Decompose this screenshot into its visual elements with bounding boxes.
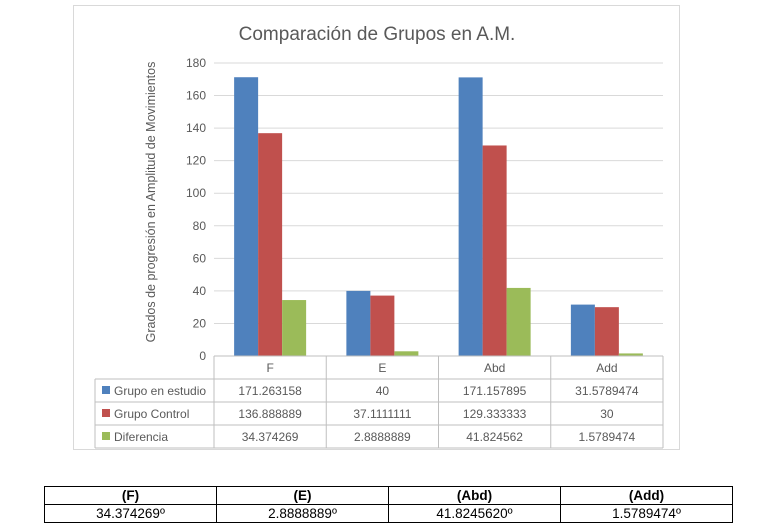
bars xyxy=(234,77,643,357)
data-label: 31.5789474 xyxy=(575,384,639,398)
data-label: 37.1111111 xyxy=(353,407,411,421)
data-label: 34.374269 xyxy=(242,430,299,444)
bar xyxy=(370,295,395,356)
legend-swatch xyxy=(102,409,110,417)
bar xyxy=(282,300,307,356)
chart-title: Comparación de Grupos en A.M. xyxy=(239,24,516,45)
legend-label: Diferencia xyxy=(114,430,168,444)
data-label: 171.157895 xyxy=(463,384,527,398)
data-table: F E Abd Add Grupo en estudio 171.263158 40 171.… xyxy=(94,355,664,449)
y-tick-label: 80 xyxy=(193,219,207,233)
bar xyxy=(258,133,283,356)
summary-value-cell: 41.8245620º xyxy=(388,504,561,523)
y-axis-label: Grados de progresión en Amplitud de Movi… xyxy=(144,62,158,343)
y-tick-label: 160 xyxy=(186,89,206,103)
chart-frame: Comparación de Grupos en A.M. Grados de … xyxy=(73,5,680,450)
summary-value-cell: 34.374269º xyxy=(44,504,217,523)
data-label: 30 xyxy=(600,407,614,421)
summary-header-cell: (Abd) xyxy=(388,486,561,505)
legend-label: Grupo Control xyxy=(114,407,189,421)
data-label: 1.5789474 xyxy=(579,430,636,444)
summary-table: (F) (E) (Abd) (Add) 34.374269º 2.8888889… xyxy=(44,486,733,523)
bar xyxy=(618,353,643,356)
summary-header-cell: (Add) xyxy=(560,486,733,505)
x-tick-label: E xyxy=(378,361,386,375)
y-ticks: 0 20 40 60 80 100 120 140 160 180 xyxy=(186,56,206,363)
legend-swatch xyxy=(102,386,110,394)
y-tick-label: 100 xyxy=(186,186,206,200)
bar xyxy=(458,77,483,357)
summary-header-row: (F) (E) (Abd) (Add) xyxy=(44,486,733,505)
legend-label: Grupo en estudio xyxy=(114,384,206,398)
bar xyxy=(594,307,619,356)
summary-value-cell: 1.5789474º xyxy=(560,504,733,523)
summary-header-cell: (E) xyxy=(216,486,389,505)
bar xyxy=(506,287,531,356)
bar xyxy=(482,145,507,356)
bar-chart: Comparación de Grupos en A.M. Grados de … xyxy=(94,24,664,449)
data-label: 2.8888889 xyxy=(354,430,411,444)
summary-header-cell: (F) xyxy=(44,486,217,505)
data-label: 41.824562 xyxy=(466,430,523,444)
bar xyxy=(570,304,595,356)
y-tick-label: 40 xyxy=(193,284,207,298)
summary-value-cell: 2.8888889º xyxy=(216,504,389,523)
y-tick-label: 120 xyxy=(186,154,206,168)
y-tick-label: 140 xyxy=(186,121,206,135)
bar xyxy=(394,351,419,356)
x-tick-label: Abd xyxy=(484,361,505,375)
bar xyxy=(234,77,259,357)
y-tick-label: 180 xyxy=(186,56,206,70)
grid-lines xyxy=(214,62,663,324)
data-label: 136.888889 xyxy=(238,407,302,421)
bar xyxy=(346,290,371,356)
y-tick-label: 0 xyxy=(199,349,206,363)
data-label: 129.333333 xyxy=(463,407,527,421)
y-tick-label: 60 xyxy=(193,251,207,265)
data-label: 171.263158 xyxy=(238,384,302,398)
summary-value-row: 34.374269º 2.8888889º 41.8245620º 1.5789… xyxy=(44,504,733,523)
data-label: 40 xyxy=(376,384,390,398)
legend-swatch xyxy=(102,432,110,440)
x-tick-label: Add xyxy=(596,361,617,375)
y-tick-label: 20 xyxy=(193,316,207,330)
x-tick-label: F xyxy=(266,361,273,375)
